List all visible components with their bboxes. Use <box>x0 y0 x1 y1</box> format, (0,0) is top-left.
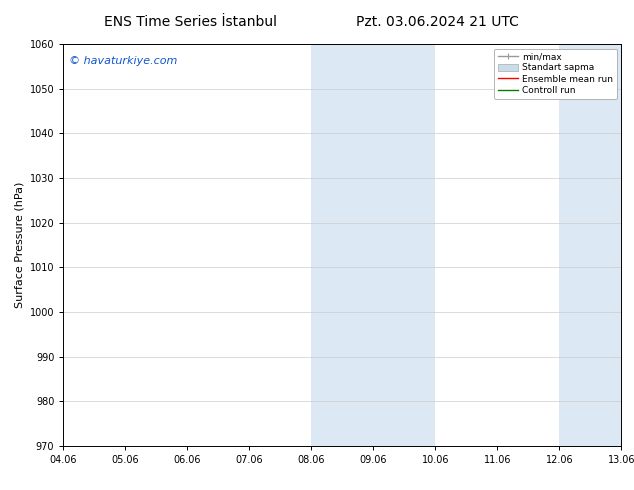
Legend: min/max, Standart sapma, Ensemble mean run, Controll run: min/max, Standart sapma, Ensemble mean r… <box>495 49 617 98</box>
Text: ENS Time Series İstanbul: ENS Time Series İstanbul <box>104 15 276 29</box>
Y-axis label: Surface Pressure (hPa): Surface Pressure (hPa) <box>14 182 24 308</box>
Text: Pzt. 03.06.2024 21 UTC: Pzt. 03.06.2024 21 UTC <box>356 15 519 29</box>
Bar <box>373 44 436 446</box>
Bar <box>311 44 373 446</box>
Bar <box>559 44 621 446</box>
Text: © havaturkiye.com: © havaturkiye.com <box>69 56 178 66</box>
